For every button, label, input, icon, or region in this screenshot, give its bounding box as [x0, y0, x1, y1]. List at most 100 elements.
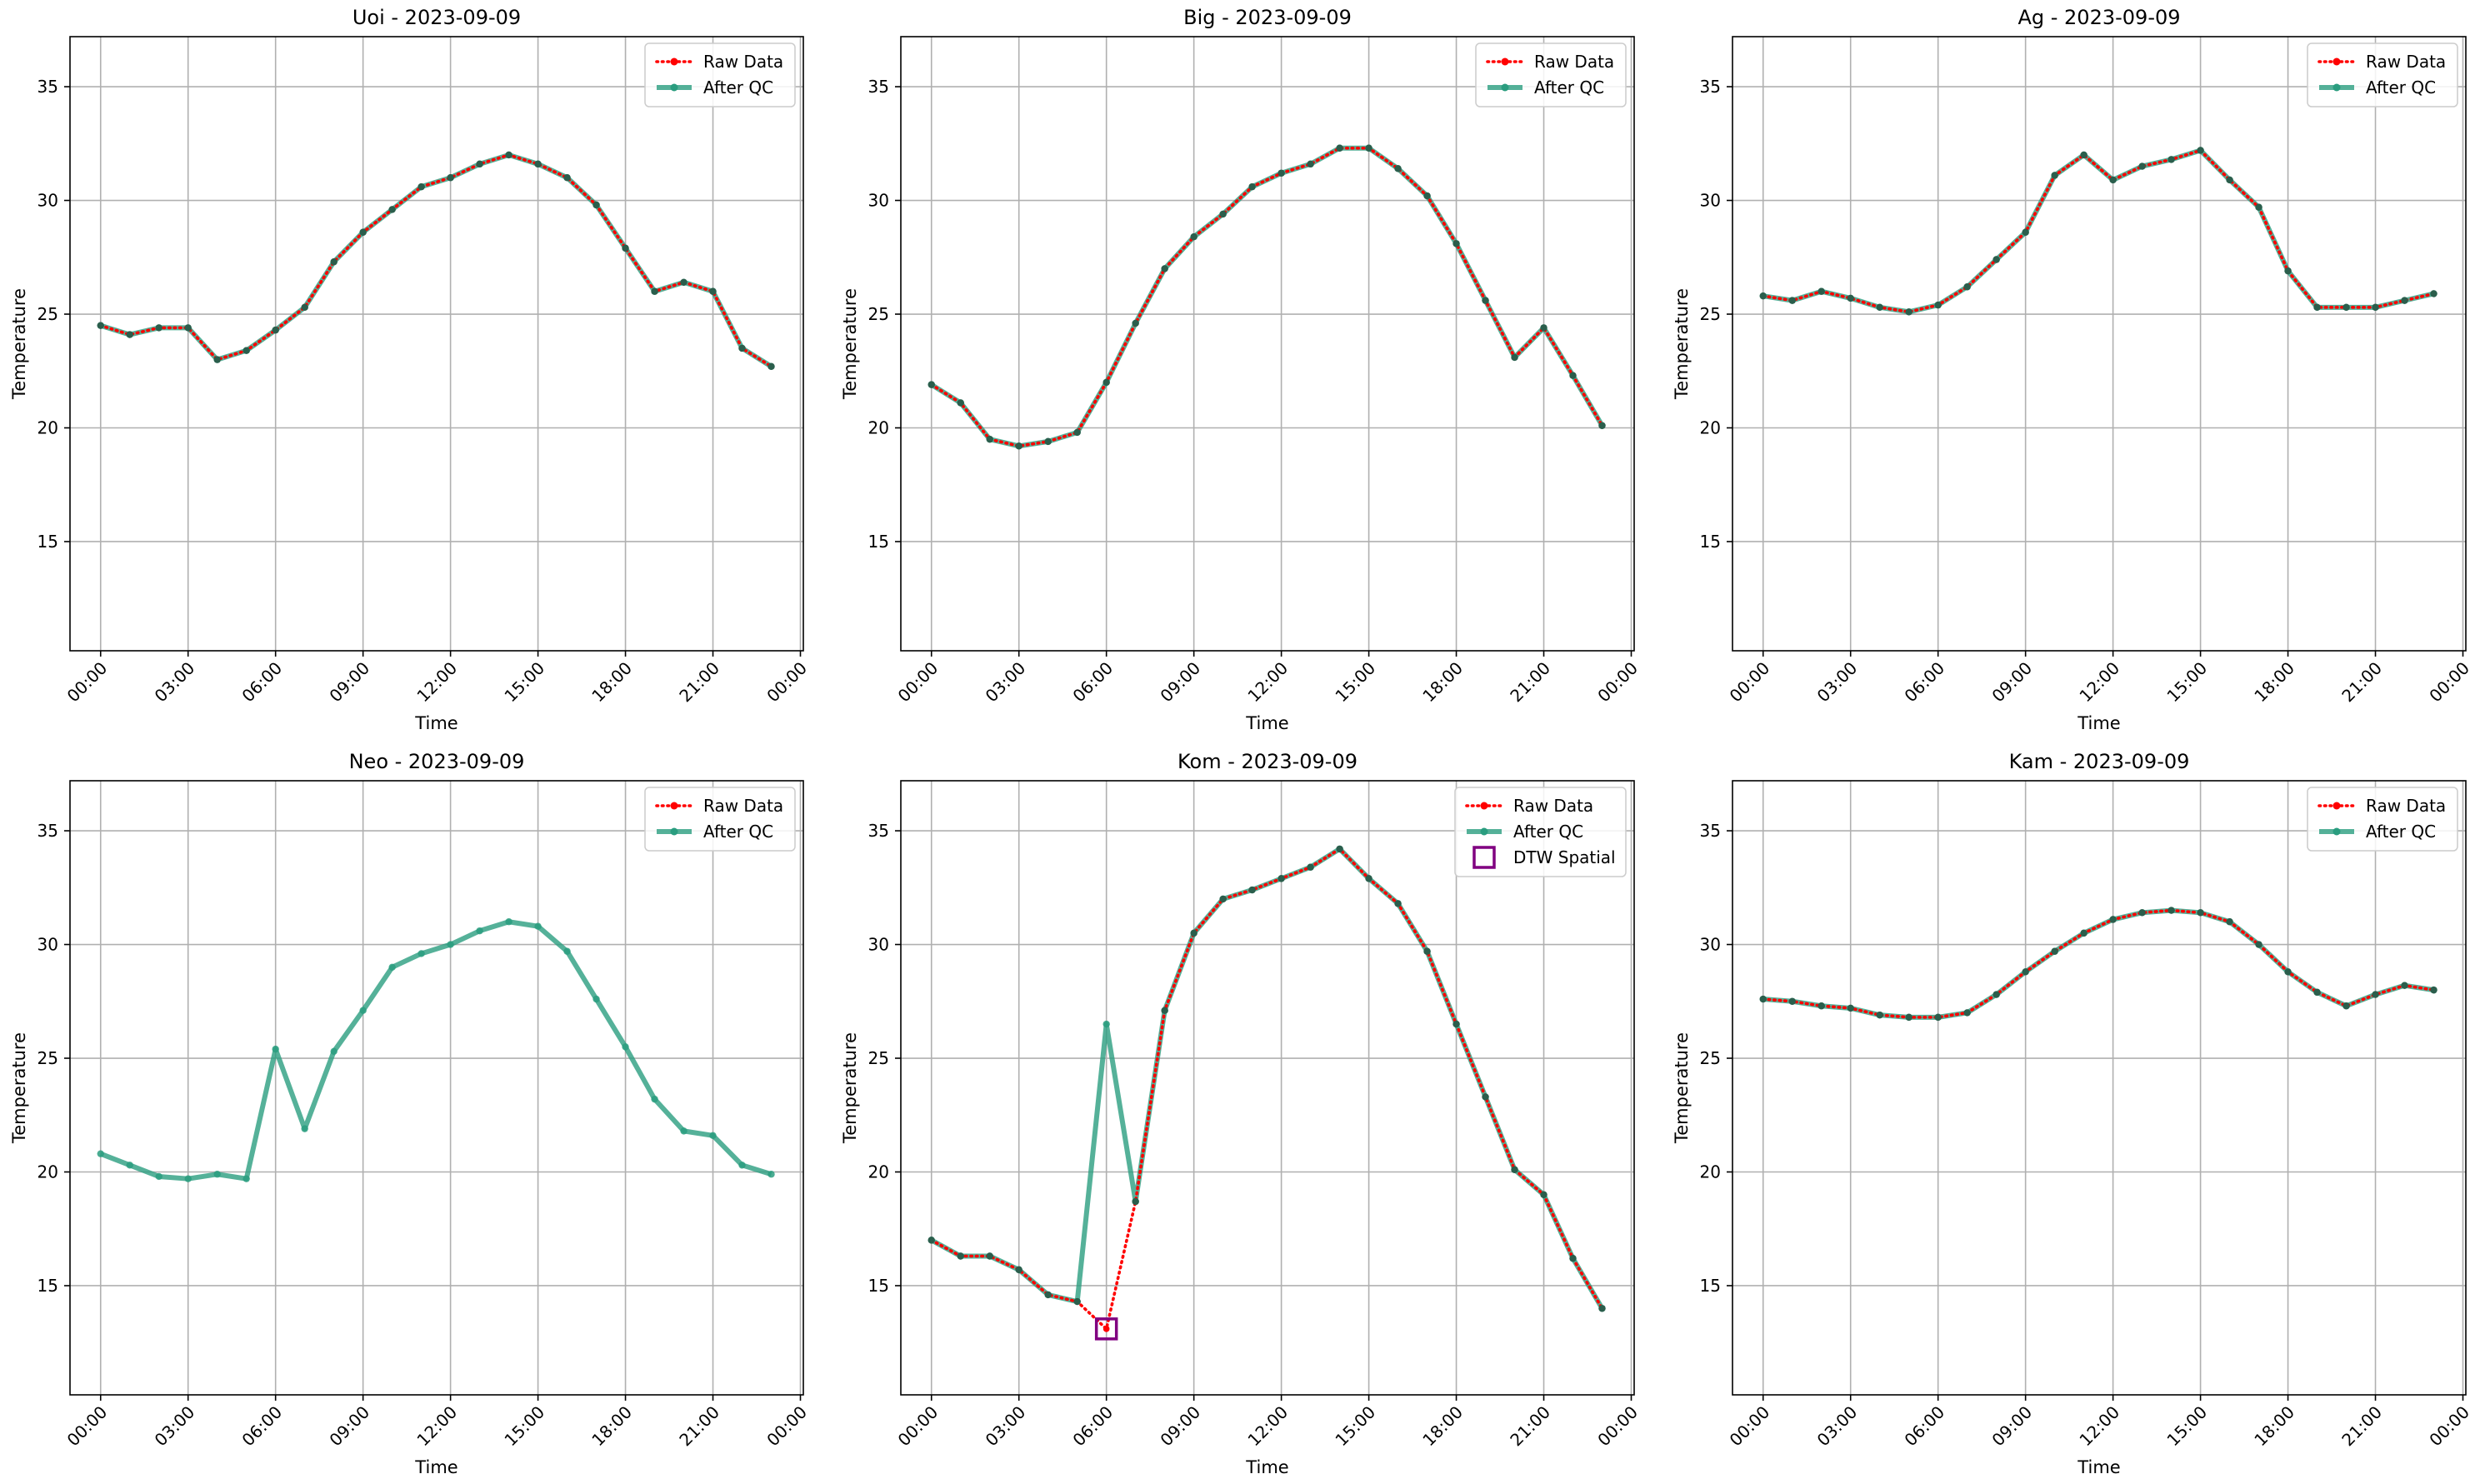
point-overlap — [1044, 1291, 1052, 1299]
y-tick-label: 15 — [868, 532, 889, 552]
x-tick-label: 00:00 — [1726, 1402, 1774, 1451]
x-tick-label: 03:00 — [1813, 1402, 1862, 1451]
point-overlap — [1818, 1002, 1825, 1010]
legend-box — [1454, 787, 1627, 877]
y-tick-label: 20 — [38, 1162, 58, 1182]
point-overlap — [563, 174, 571, 182]
legend-marker-after-qc — [1501, 83, 1509, 92]
point-overlap — [2080, 151, 2088, 159]
point-overlap — [1219, 210, 1227, 218]
point-overlap — [1278, 169, 1285, 177]
point-overlap — [1219, 895, 1227, 903]
x-tick-label: 12:00 — [412, 658, 461, 707]
x-axis-label: Time — [2077, 713, 2120, 733]
legend-label: Raw Data — [2366, 52, 2446, 72]
point-overlap — [2197, 909, 2204, 917]
point-overlap — [2168, 907, 2175, 914]
x-axis-label: Time — [1245, 713, 1288, 733]
axes-frame — [900, 780, 1635, 1396]
x-tick-label: 00:00 — [894, 658, 942, 707]
point-overlap — [155, 324, 162, 332]
point-after-qc — [447, 941, 454, 948]
x-tick-label: 12:00 — [1243, 1402, 1292, 1451]
series-line-after-qc — [99, 919, 772, 1182]
x-tick-label: 12:00 — [2075, 1402, 2123, 1451]
point-overlap — [1569, 372, 1577, 379]
x-tick-label: 06:00 — [238, 658, 286, 707]
point-overlap — [1482, 297, 1489, 304]
x-tick-label: 00:00 — [1593, 1402, 1642, 1451]
legend-box — [1475, 42, 1627, 107]
point-overlap — [2313, 303, 2321, 312]
legend-marker-raw-data — [2332, 57, 2341, 66]
x-tick-label: 15:00 — [2162, 1402, 2211, 1451]
x-tick-label: 06:00 — [1900, 658, 1948, 707]
x-axis-label: Time — [414, 1457, 458, 1477]
x-tick-label: 12:00 — [412, 1402, 461, 1451]
x-axis-label: Time — [1245, 1457, 1288, 1477]
x-tick-label: 21:00 — [675, 658, 723, 707]
subplot-0: 15 20 25 30 35 00:00 03:00 06:00 09:00 12:00 15:00… — [9, 6, 811, 733]
point-overlap — [1307, 160, 1314, 168]
point-overlap — [534, 160, 542, 168]
legend-label: After QC — [2366, 77, 2436, 97]
subplot-title: Big - 2023-09-09 — [1183, 6, 1352, 29]
x-tick-label: 09:00 — [1988, 1402, 2036, 1451]
point-overlap — [1073, 1297, 1081, 1306]
x-tick-label: 06:00 — [1900, 1402, 1948, 1451]
point-after-qc — [1102, 1020, 1110, 1028]
point-overlap — [1423, 947, 1431, 955]
y-tick-label: 25 — [1700, 1048, 1721, 1068]
x-tick-label: 18:00 — [1418, 1402, 1467, 1451]
x-tick-label: 12:00 — [2075, 658, 2123, 707]
x-tick-label: 03:00 — [151, 658, 199, 707]
y-tick-label: 30 — [1700, 935, 1721, 955]
point-overlap — [1073, 428, 1081, 437]
point-overlap — [1336, 845, 1343, 853]
point-overlap — [1569, 1255, 1577, 1262]
x-tick-label: 21:00 — [2338, 658, 2386, 707]
point-after-qc — [563, 947, 571, 955]
point-after-qc — [301, 1125, 308, 1132]
legend-label: After QC — [2366, 822, 2436, 842]
y-axis-label: Temperature — [9, 1032, 29, 1144]
x-tick-label: 06:00 — [238, 1402, 286, 1451]
series-line-raw-data — [929, 146, 1604, 448]
point-overlap — [592, 201, 600, 209]
axes-frame — [900, 36, 1635, 652]
legend: Raw Data After QC — [2307, 787, 2458, 852]
point-overlap — [957, 399, 964, 407]
x-tick-label: 03:00 — [151, 1402, 199, 1451]
point-after-qc — [680, 1127, 688, 1135]
y-tick-label: 35 — [868, 77, 889, 97]
point-overlap — [2342, 303, 2350, 312]
legend-marker-raw-data — [670, 57, 678, 66]
point-raw-data — [1102, 1326, 1110, 1332]
y-tick-label: 35 — [1700, 821, 1721, 841]
point-after-qc — [738, 1162, 746, 1169]
point-overlap — [2051, 172, 2058, 179]
point-after-qc — [155, 1172, 162, 1181]
x-tick-label: 03:00 — [982, 1402, 1030, 1451]
x-tick-label: 21:00 — [2338, 1402, 2386, 1451]
point-overlap — [359, 228, 367, 236]
x-tick-label: 00:00 — [1593, 658, 1642, 707]
y-tick-label: 15 — [1700, 1276, 1721, 1296]
y-tick-label: 20 — [1700, 417, 1721, 437]
series-line-after-qc — [99, 152, 773, 369]
point-overlap — [1598, 1305, 1606, 1312]
legend: Raw Data After QC DTW Spatial — [1454, 787, 1627, 877]
x-tick-label: 06:00 — [1068, 658, 1117, 707]
point-overlap — [2226, 918, 2233, 926]
point-overlap — [2226, 176, 2233, 184]
point-overlap — [2372, 991, 2379, 998]
y-tick-label: 25 — [1700, 304, 1721, 324]
legend-label: Raw Data — [1534, 52, 1614, 72]
y-tick-label: 20 — [38, 417, 58, 437]
x-tick-label: 15:00 — [1331, 658, 1379, 707]
point-overlap — [2342, 1002, 2350, 1010]
x-tick-label: 15:00 — [1331, 1402, 1379, 1451]
point-overlap — [97, 322, 104, 329]
point-overlap — [505, 151, 512, 159]
subplot-5: 15 20 25 30 35 00:00 03:00 06:00 09:00 12:00 15:00… — [1672, 750, 2473, 1477]
